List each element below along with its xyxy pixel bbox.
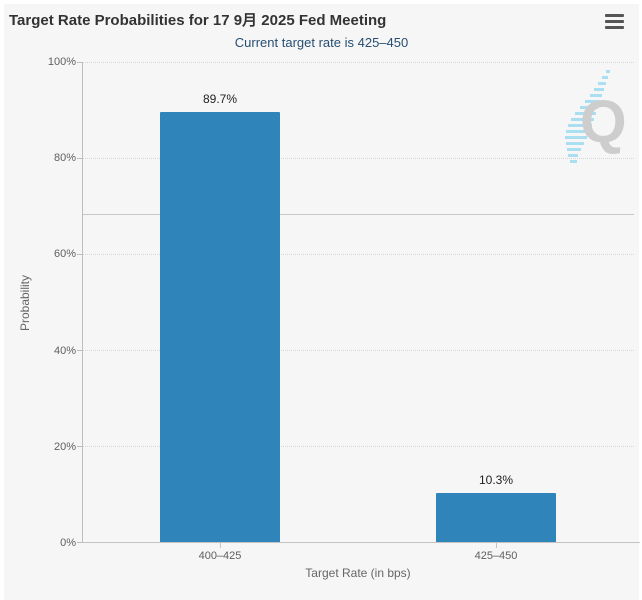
y-axis-line [82,62,83,543]
y-axis-tick [77,542,82,543]
y-axis-tick [77,446,82,447]
x-tick-label: 425–450 [474,550,518,562]
x-axis-tick [220,543,221,548]
x-axis-line [82,542,640,543]
bar-group-425-450: 10.3% [436,62,556,543]
y-axis-tick [77,350,82,351]
plot-area: Q 89.7% 10.3% [77,62,640,548]
gridline [82,254,634,255]
menu-bar [605,14,624,17]
gridline [82,446,634,447]
y-tick-label: 60% [53,248,76,260]
hamburger-menu-icon[interactable] [605,14,624,29]
y-tick-label: 40% [53,345,76,357]
x-axis-tick [496,543,497,548]
y-tick-label: 20% [53,441,76,453]
bar-value-label: 10.3% [478,473,514,488]
gridline [82,62,634,63]
bar-400-425[interactable] [160,111,280,543]
y-axis-tick [77,62,82,63]
chart-panel: Target Rate Probabilities for 17 9月 2025… [4,4,640,600]
bar-425-450[interactable] [436,493,556,543]
quikstrike-watermark-logo: Q [565,70,627,163]
svg-text:Q: Q [580,88,627,155]
menu-bar [605,26,624,29]
bar-value-label: 89.7% [202,91,238,106]
y-axis-title: Probability [18,274,32,332]
y-axis-tick [77,158,82,159]
bar-group-400-425: 89.7% [160,62,280,543]
y-axis-tick [77,254,82,255]
y-tick-label: 0% [60,537,76,549]
x-axis-title: Target Rate (in bps) [305,566,411,580]
gridline [82,350,634,351]
x-tick-label: 400–425 [198,550,242,562]
reference-line [82,214,634,216]
gridline [82,158,634,159]
y-tick-label: 80% [53,152,76,164]
chart-title: Target Rate Probabilities for 17 9月 2025… [9,12,387,29]
y-tick-label: 100% [47,56,76,68]
chart-subtitle: Current target rate is 425–450 [234,35,409,50]
menu-bar [605,20,624,23]
